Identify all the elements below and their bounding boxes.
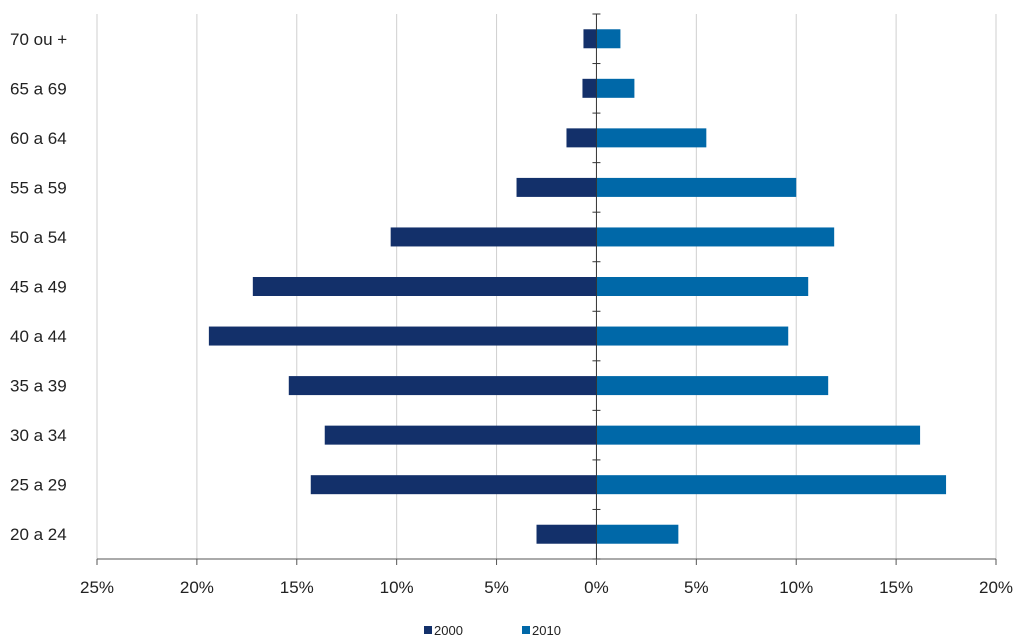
bar-2000-65-a-69 [582, 78, 597, 98]
legend-label-2000: 2000 [434, 623, 463, 638]
x-tick-label: 25% [80, 578, 114, 597]
legend-swatch-2000 [424, 626, 432, 634]
bar-2010-55-a-59 [596, 177, 797, 197]
bar-2000-60-a-64 [566, 128, 597, 148]
x-tick-label: 10% [779, 578, 813, 597]
x-tick-label: 0% [584, 578, 609, 597]
bar-2010-30-a-34 [596, 425, 921, 445]
category-label: 55 a 59 [10, 178, 67, 197]
bar-2000-25-a-29 [310, 475, 597, 495]
x-tick-label: 20% [979, 578, 1013, 597]
legend-swatch-2010 [522, 626, 530, 634]
bar-2010-70-ou-plus [596, 29, 621, 49]
x-tick-label: 5% [684, 578, 709, 597]
legend: 2000 2010 [424, 623, 561, 638]
category-label: 30 a 34 [10, 426, 67, 445]
bar-2000-45-a-49 [252, 277, 597, 296]
bars [208, 29, 947, 544]
labels: 25% 20% 15% 10% 5% 0% 5% 10% 15% 20% 20 a 24 25 a 2… [10, 30, 1013, 597]
bar-2010-40-a-44 [596, 326, 789, 346]
category-label: 60 a 64 [10, 129, 67, 148]
bar-2010-20-a-24 [596, 524, 679, 544]
category-label: 45 a 49 [10, 278, 67, 297]
category-label: 65 a 69 [10, 79, 67, 98]
axes [96, 13, 997, 565]
bar-2010-25-a-29 [596, 475, 947, 495]
x-tick-label: 10% [380, 578, 414, 597]
bar-2000-35-a-39 [288, 376, 597, 396]
bar-2000-70-ou-plus [583, 29, 597, 49]
bar-2000-40-a-44 [208, 326, 597, 346]
category-label: 50 a 54 [10, 228, 67, 247]
bar-2000-20-a-24 [536, 524, 597, 544]
category-label: 25 a 29 [10, 476, 67, 495]
x-tick-label: 5% [484, 578, 509, 597]
bar-2000-50-a-54 [390, 227, 597, 247]
legend-label-2010: 2010 [532, 623, 561, 638]
bar-2000-55-a-59 [516, 177, 597, 197]
x-tick-label: 15% [879, 578, 913, 597]
bar-2010-35-a-39 [596, 376, 829, 396]
category-label: 40 a 44 [10, 327, 67, 346]
category-label: 35 a 39 [10, 377, 67, 396]
category-label: 20 a 24 [10, 525, 67, 544]
bar-2000-30-a-34 [324, 425, 597, 445]
bar-2010-50-a-54 [596, 227, 835, 247]
bar-2010-65-a-69 [596, 78, 635, 98]
x-tick-label: 20% [180, 578, 214, 597]
bar-2010-60-a-64 [596, 128, 707, 148]
category-label: 70 ou + [10, 30, 67, 49]
x-tick-label: 15% [280, 578, 314, 597]
bar-2010-45-a-49 [596, 277, 809, 296]
